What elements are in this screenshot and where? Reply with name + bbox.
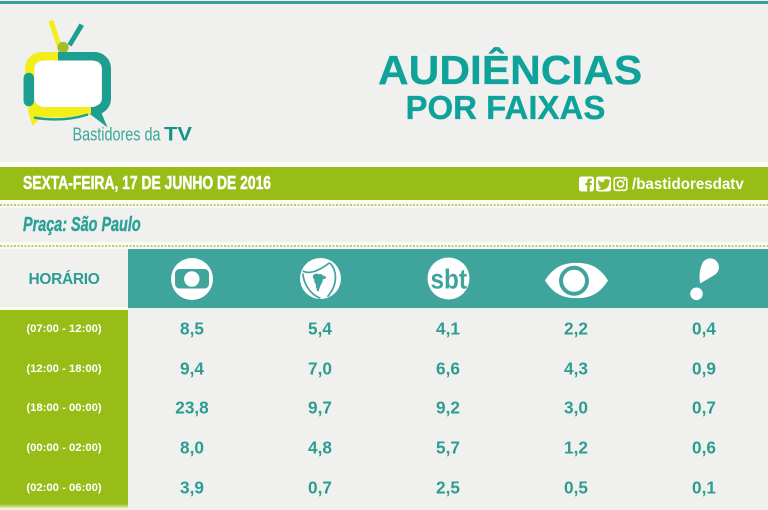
svg-text:sbt: sbt [431,264,468,295]
svg-text:TV: TV [164,124,192,146]
svg-text:Bastidores da: Bastidores da [73,125,162,145]
